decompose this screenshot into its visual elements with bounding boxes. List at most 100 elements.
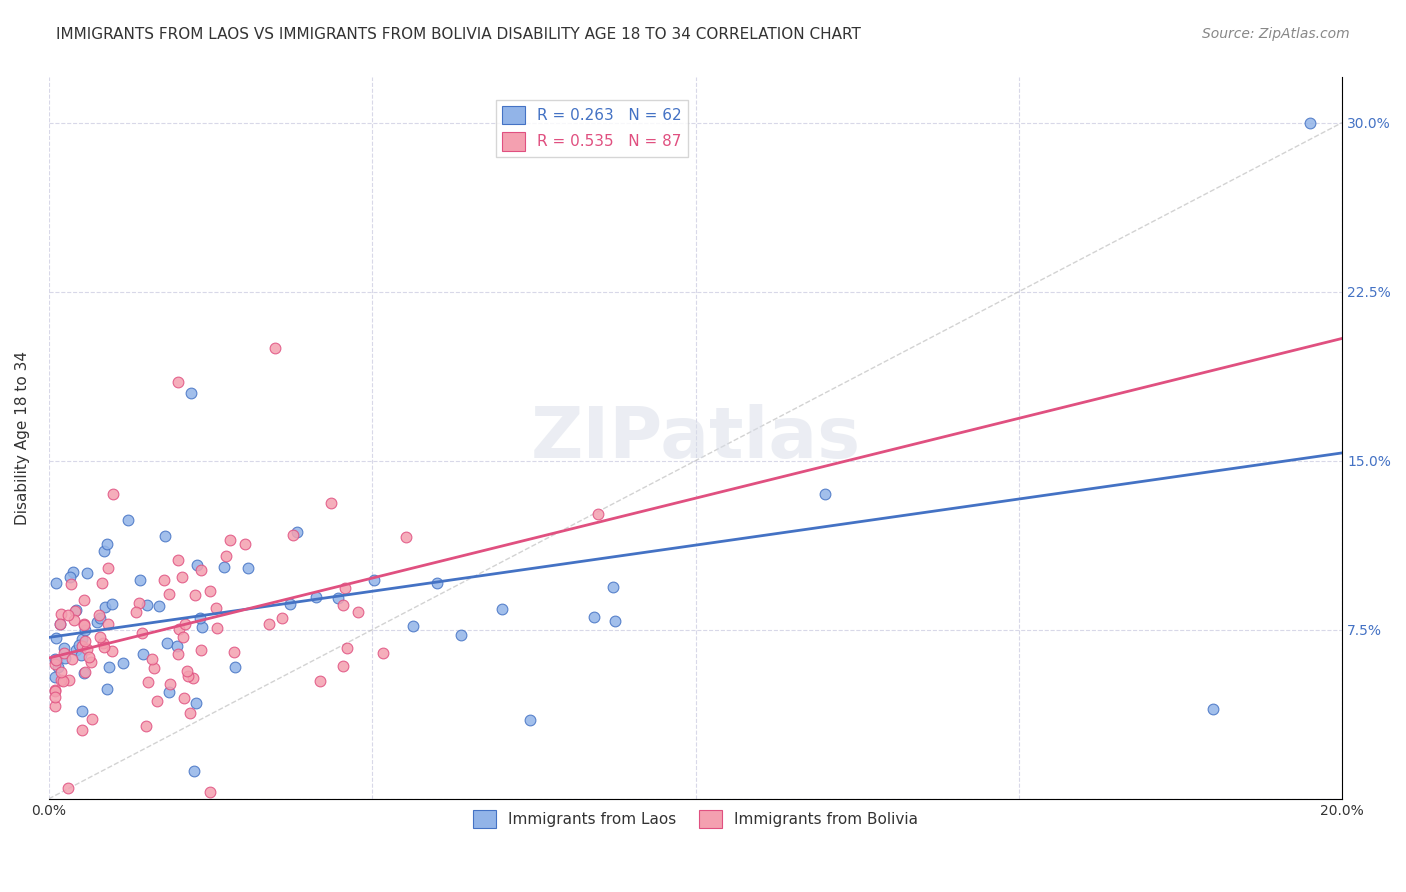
Point xyxy=(157,587,180,601)
Point xyxy=(179,706,201,720)
Point xyxy=(117,513,139,527)
Point xyxy=(186,558,208,572)
Point xyxy=(218,533,240,547)
Point xyxy=(93,599,115,614)
Point xyxy=(70,723,93,738)
Point xyxy=(373,646,395,660)
Point xyxy=(142,661,165,675)
Point xyxy=(49,607,72,621)
Point xyxy=(305,591,328,605)
Point xyxy=(167,375,190,389)
Point xyxy=(426,576,449,591)
Point xyxy=(136,674,159,689)
Point xyxy=(97,561,120,575)
Point xyxy=(200,785,222,799)
Point xyxy=(153,573,176,587)
Point xyxy=(93,543,115,558)
Point xyxy=(309,673,332,688)
Point xyxy=(70,704,93,718)
Point xyxy=(333,582,356,596)
Point xyxy=(103,487,125,501)
Point xyxy=(167,553,190,567)
Point xyxy=(224,660,246,674)
Point xyxy=(44,670,66,684)
Point xyxy=(86,615,108,629)
Point xyxy=(80,655,103,669)
Point xyxy=(198,583,221,598)
Point xyxy=(157,684,180,698)
Point xyxy=(70,648,93,663)
Point xyxy=(605,614,627,628)
Point xyxy=(167,622,190,636)
Point xyxy=(519,713,541,727)
Point xyxy=(62,613,84,627)
Point xyxy=(190,642,212,657)
Legend: Immigrants from Laos, Immigrants from Bolivia: Immigrants from Laos, Immigrants from Bo… xyxy=(467,804,924,835)
Point xyxy=(52,673,75,688)
Point xyxy=(190,564,212,578)
Point xyxy=(59,570,82,584)
Point xyxy=(89,630,111,644)
Point xyxy=(1202,701,1225,715)
Point xyxy=(156,636,179,650)
Point xyxy=(77,650,100,665)
Point xyxy=(96,682,118,697)
Point xyxy=(131,647,153,661)
Point xyxy=(346,605,368,619)
Point xyxy=(73,633,96,648)
Point xyxy=(166,639,188,653)
Point xyxy=(52,641,75,656)
Point xyxy=(48,617,70,632)
Point xyxy=(207,621,229,635)
Point xyxy=(278,597,301,611)
Point xyxy=(170,570,193,584)
Point xyxy=(271,611,294,625)
Point xyxy=(76,566,98,580)
Point xyxy=(264,341,287,355)
Text: IMMIGRANTS FROM LAOS VS IMMIGRANTS FROM BOLIVIA DISABILITY AGE 18 TO 34 CORRELAT: IMMIGRANTS FROM LAOS VS IMMIGRANTS FROM … xyxy=(56,27,860,42)
Point xyxy=(332,598,354,612)
Point xyxy=(70,639,93,653)
Point xyxy=(224,645,246,659)
Point xyxy=(167,648,190,662)
Point xyxy=(73,666,96,681)
Point xyxy=(332,659,354,673)
Point xyxy=(67,638,90,652)
Point xyxy=(450,627,472,641)
Point xyxy=(257,617,280,632)
Point xyxy=(141,652,163,666)
Point xyxy=(173,691,195,706)
Point xyxy=(49,617,72,632)
Point xyxy=(44,682,66,697)
Point xyxy=(91,636,114,650)
Point xyxy=(101,597,124,611)
Point xyxy=(326,591,349,605)
Point xyxy=(188,611,211,625)
Point xyxy=(814,487,837,501)
Point xyxy=(97,617,120,632)
Point xyxy=(44,690,66,705)
Point xyxy=(287,524,309,539)
Point xyxy=(65,643,87,657)
Point xyxy=(129,573,152,587)
Point xyxy=(73,623,96,637)
Point xyxy=(93,640,115,655)
Point xyxy=(76,642,98,657)
Point xyxy=(336,641,359,656)
Point xyxy=(183,764,205,778)
Point xyxy=(146,694,169,708)
Point xyxy=(73,616,96,631)
Point xyxy=(89,610,111,624)
Point xyxy=(602,580,624,594)
Point xyxy=(45,576,67,591)
Point xyxy=(65,603,87,617)
Point xyxy=(58,673,80,688)
Point xyxy=(53,651,76,665)
Point xyxy=(73,665,96,680)
Point xyxy=(62,565,84,579)
Point xyxy=(131,625,153,640)
Point xyxy=(135,719,157,733)
Point xyxy=(53,646,76,660)
Point xyxy=(128,596,150,610)
Point xyxy=(101,644,124,658)
